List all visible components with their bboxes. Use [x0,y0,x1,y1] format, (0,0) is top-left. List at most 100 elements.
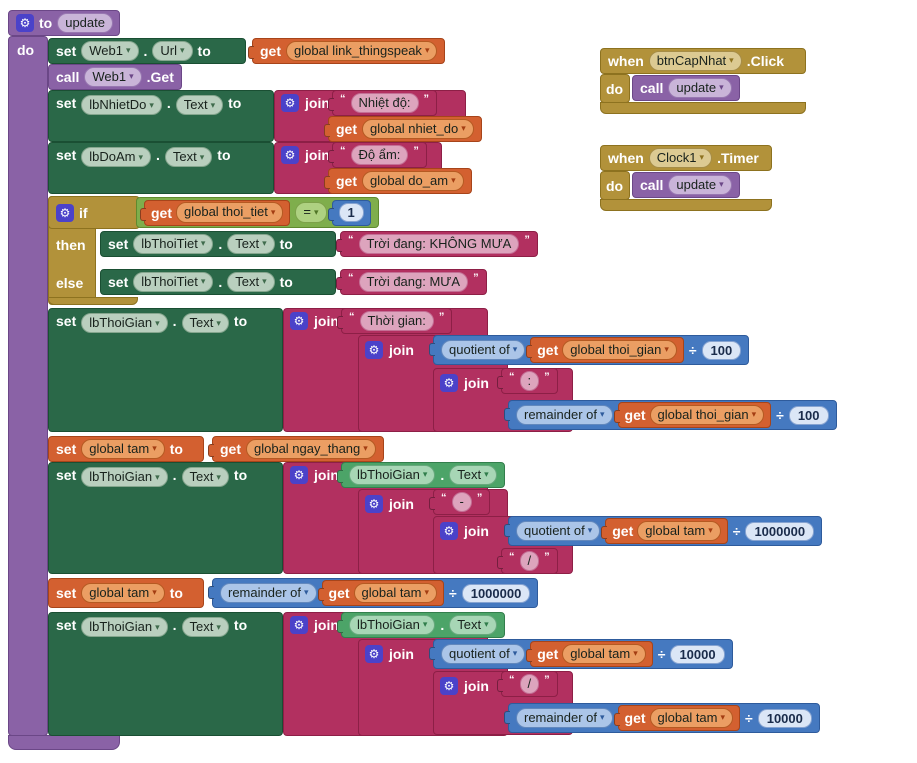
string-field[interactable]: / [519,673,540,695]
variable-dropdown[interactable]: global tam ▾ [562,643,646,665]
procedure-dropdown[interactable]: update ▾ [668,77,732,99]
lbthoigian-text-getter-block[interactable]: lbThoiGian ▾ . Text ▾ [337,462,505,488]
set-lbthoigian-text-block[interactable]: set lbThoiGian ▾ . Text ▾ to [48,462,283,574]
mutator-gear-icon[interactable]: ⚙ [365,341,383,359]
set-lbthoitiet-text-block[interactable]: set lbThoiTiet ▾ . Text ▾ to [100,269,336,295]
text-string-block[interactable]: “ Trời đang: KHÔNG MƯA ” [336,231,538,257]
string-field[interactable]: Độ ẩm: [350,144,409,166]
call-update-block[interactable]: call update ▾ [632,172,740,198]
quotient-block[interactable]: quotient of ▾ get global tam ▾ ÷ 1000000 [503,516,823,546]
property-dropdown[interactable]: Text ▾ [175,95,224,116]
text-string-block[interactable]: “ Độ ẩm: ” [328,142,427,168]
component-dropdown[interactable]: lbThoiGian ▾ [81,617,168,638]
set-lbthoitiet-text-block[interactable]: set lbThoiTiet ▾ . Text ▾ to [100,231,336,257]
property-dropdown[interactable]: Text ▾ [164,147,213,168]
mutator-gear-icon[interactable]: ⚙ [56,203,74,222]
math-op-dropdown[interactable]: remainder of ▾ [220,582,317,604]
quotient-block[interactable]: quotient of ▾ get global tam ▾ ÷ 10000 [429,639,733,669]
when-btncapnhat-click-header[interactable]: when btnCapNhat ▾ .Click [600,48,806,74]
property-dropdown[interactable]: Text ▾ [227,271,275,293]
procedure-name-field[interactable]: update [57,12,113,34]
set-lbthoigian-text-block[interactable]: set lbThoiGian ▾ . Text ▾ to [48,308,283,432]
math-op-dropdown[interactable]: remainder of ▾ [516,707,613,729]
get-thoi-tiet-block[interactable]: get global thoi_tiet ▾ [139,199,291,226]
call-update-block[interactable]: call update ▾ [632,75,740,101]
number-field[interactable]: 1000000 [461,583,531,603]
property-dropdown[interactable]: Text ▾ [181,313,229,334]
component-dropdown[interactable]: lbThoiGian ▾ [349,614,436,636]
variable-dropdown[interactable]: global tam ▾ [353,582,438,604]
text-string-block[interactable]: “ Nhiệt độ: ” [327,90,438,116]
number-field[interactable]: 10000 [757,708,812,728]
component-dropdown[interactable]: lbNhietDo ▾ [81,95,162,116]
variable-dropdown[interactable]: global tam ▾ [637,520,721,542]
math-op-dropdown[interactable]: remainder of ▾ [516,404,613,426]
component-dropdown[interactable]: lbThoiGian ▾ [81,467,168,488]
string-field[interactable]: : [519,370,540,392]
mutator-gear-icon[interactable]: ⚙ [281,146,299,164]
math-op-dropdown[interactable]: quotient of ▾ [441,643,526,665]
property-dropdown[interactable]: Text ▾ [181,467,229,488]
set-web1-url-block[interactable]: set Web1 ▾ . Url ▾ to [48,38,246,64]
number-field[interactable]: 100 [788,405,829,425]
component-dropdown[interactable]: Clock1 ▾ [648,147,713,169]
mutator-gear-icon[interactable]: ⚙ [290,466,308,484]
component-dropdown[interactable]: btnCapNhat ▾ [648,50,742,72]
number-field[interactable]: 1 [338,203,364,222]
component-dropdown[interactable]: lbDoAm ▾ [81,147,152,168]
string-field[interactable]: Trời đang: MƯA [358,271,469,293]
number-field[interactable]: 100 [701,340,742,360]
text-string-block[interactable]: “ Thời gian: ” [336,308,453,334]
get-thoi-gian-block[interactable]: get global thoi_gian ▾ [613,402,772,428]
when-clock1-timer-header[interactable]: when Clock1 ▾ .Timer [600,145,772,171]
property-dropdown[interactable]: Text ▾ [227,233,275,255]
variable-dropdown[interactable]: global thoi_gian ▾ [562,339,677,361]
text-string-block[interactable]: “ Trời đang: MƯA ” [336,269,487,295]
operator-dropdown[interactable]: = ▾ [295,202,327,223]
set-global-tam-block[interactable]: set global tam ▾ to [48,436,204,462]
get-tam-block[interactable]: get global tam ▾ [601,518,728,544]
mutator-gear-icon[interactable]: ⚙ [290,616,308,634]
number-field[interactable]: 1000000 [745,521,815,541]
mutator-gear-icon[interactable]: ⚙ [16,14,34,32]
component-dropdown[interactable]: Web1 ▾ [84,66,142,88]
component-dropdown[interactable]: lbThoiGian ▾ [81,313,168,334]
text-string-block[interactable]: “ : ” [497,368,558,394]
component-dropdown[interactable]: Web1 ▾ [81,40,139,62]
math-op-dropdown[interactable]: quotient of ▾ [516,520,601,542]
get-nhiet-do-block[interactable]: get global nhiet_do ▾ [324,116,482,142]
get-tam-block[interactable]: get global tam ▾ [526,641,653,667]
text-string-block[interactable]: “ / ” [497,548,558,574]
variable-dropdown[interactable]: global thoi_tiet ▾ [176,202,284,223]
variable-dropdown[interactable]: global tam ▾ [649,707,734,729]
variable-dropdown[interactable]: global tam ▾ [81,582,165,604]
remainder-block[interactable]: remainder of ▾ get global tam ▾ ÷ 10000 [504,703,820,733]
text-string-block[interactable]: “ / ” [497,671,558,697]
set-lbnhietdo-text-block[interactable]: set lbNhietDo ▾ . Text ▾ to [48,90,274,142]
property-dropdown[interactable]: Text ▾ [449,464,497,486]
set-global-tam-block[interactable]: set global tam ▾ to [48,578,204,608]
mutator-gear-icon[interactable]: ⚙ [281,94,299,112]
property-dropdown[interactable]: Url ▾ [152,40,193,62]
mutator-gear-icon[interactable]: ⚙ [365,645,383,663]
mutator-gear-icon[interactable]: ⚙ [440,522,458,540]
lbthoigian-text-getter-block[interactable]: lbThoiGian ▾ . Text ▾ [337,612,505,638]
string-field[interactable]: - [451,491,472,513]
number-field[interactable]: 10000 [670,644,725,664]
number-one-block[interactable]: 1 [327,199,371,226]
text-string-block[interactable]: “ - ” [428,489,491,515]
get-do-am-block[interactable]: get global do_am ▾ [324,168,472,194]
variable-dropdown[interactable]: global nhiet_do ▾ [362,118,474,140]
string-field[interactable]: Trời đang: KHÔNG MƯA [358,233,520,255]
variable-dropdown[interactable]: global tam ▾ [81,438,165,460]
get-ngay-thang-block[interactable]: get global ngay_thang ▾ [208,436,384,462]
component-dropdown[interactable]: lbThoiTiet ▾ [133,271,214,293]
property-dropdown[interactable]: Text ▾ [181,617,229,638]
procedure-definition-header[interactable]: ⚙ to update [8,10,120,36]
variable-dropdown[interactable]: global ngay_thang ▾ [246,438,376,460]
call-web1-get-block[interactable]: call Web1 ▾ .Get [48,64,182,90]
get-thoi-gian-block[interactable]: get global thoi_gian ▾ [526,337,684,363]
set-lbdoam-text-block[interactable]: set lbDoAm ▾ . Text ▾ to [48,142,274,194]
string-field[interactable]: Nhiệt độ: [350,92,419,114]
component-dropdown[interactable]: lbThoiTiet ▾ [133,233,214,255]
